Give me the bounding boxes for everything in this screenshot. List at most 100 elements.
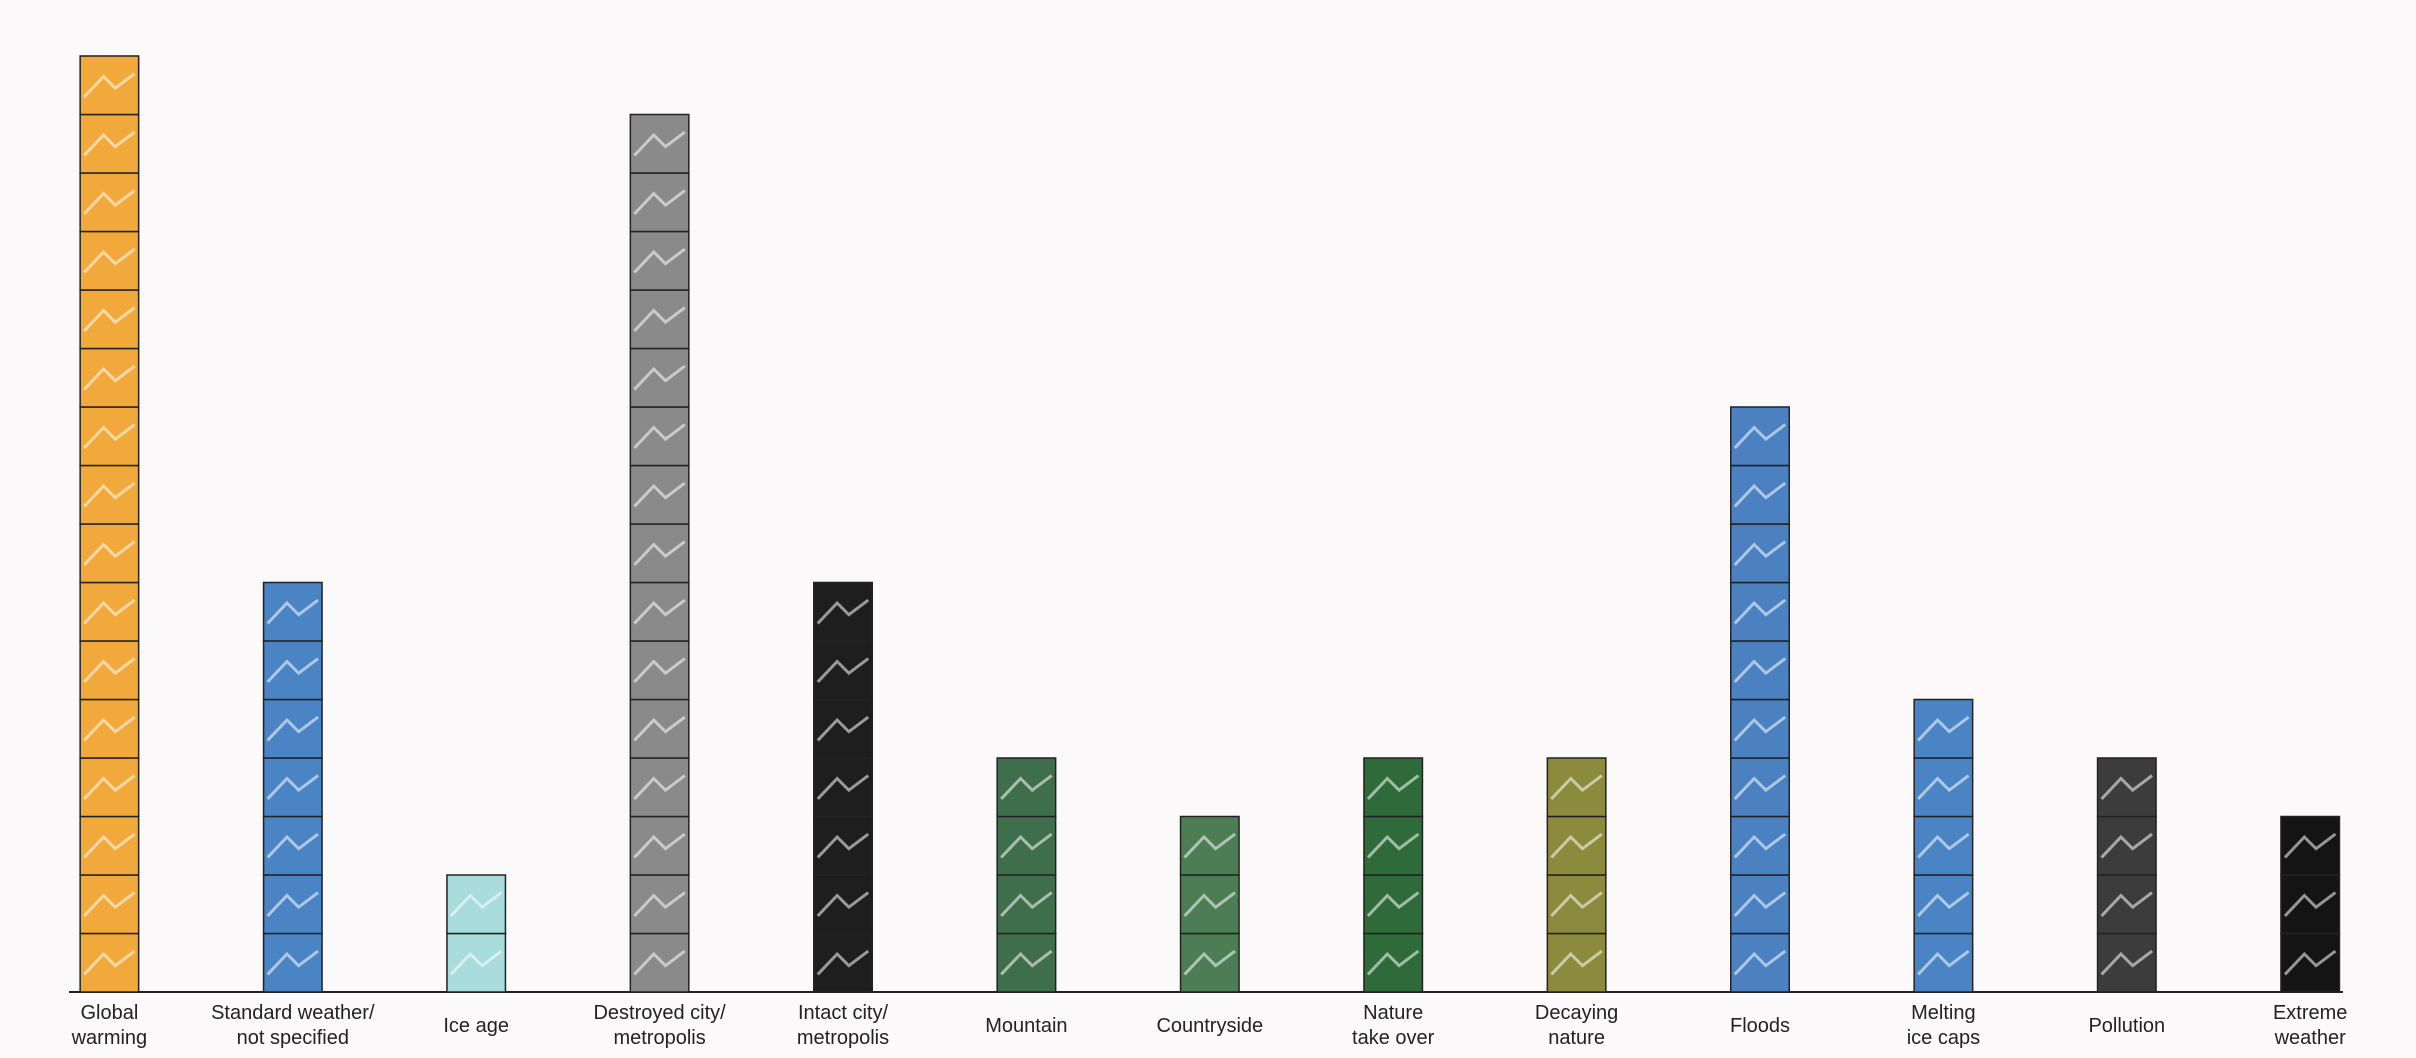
icon-unit <box>1179 874 1240 935</box>
icon-unit <box>79 932 140 993</box>
icon-detail <box>816 774 870 800</box>
icon-detail <box>83 481 136 508</box>
icon-detail <box>1000 891 1053 917</box>
icon-unit <box>2096 932 2157 993</box>
icon-detail <box>1366 832 1420 859</box>
icon-detail <box>2283 949 2337 976</box>
icon-unit <box>813 757 873 818</box>
icon-detail <box>83 598 136 625</box>
icon-detail <box>83 774 136 800</box>
icon-detail <box>1183 949 1236 976</box>
icon-detail <box>1917 715 1970 742</box>
icon-unit <box>2096 874 2157 935</box>
icon-detail <box>633 774 686 800</box>
icon-detail <box>83 189 136 215</box>
icon-unit <box>813 874 873 935</box>
icon-detail <box>266 774 319 800</box>
icon-unit <box>262 932 323 993</box>
icon-column <box>996 757 1057 993</box>
icon-unit <box>79 815 140 876</box>
icon-detail <box>1000 949 1053 976</box>
icon-unit <box>629 932 690 993</box>
icon-detail <box>1366 949 1420 976</box>
icon-unit <box>629 347 690 408</box>
icon-unit <box>1730 757 1790 818</box>
icon-detail <box>633 247 686 274</box>
icon-column <box>446 874 507 993</box>
icon-detail <box>2100 891 2153 917</box>
icon-unit <box>1179 932 1240 993</box>
icon-detail <box>83 891 136 917</box>
icon-detail <box>266 657 319 683</box>
icon-unit <box>629 172 690 233</box>
icon-detail <box>83 949 136 976</box>
icon-unit <box>79 230 140 291</box>
icon-detail <box>633 364 686 391</box>
icon-unit <box>629 640 690 701</box>
icon-unit <box>813 815 873 876</box>
icon-column <box>1546 757 1607 993</box>
icon-unit <box>1913 815 1974 876</box>
icon-detail <box>1733 774 1787 800</box>
icon-unit <box>2280 874 2341 935</box>
icon-unit <box>629 289 690 350</box>
x-tick-label: Melting ice caps <box>1906 1002 1981 1049</box>
icon-detail <box>266 715 319 742</box>
icon-detail <box>266 598 319 625</box>
icon-unit <box>629 815 690 876</box>
icon-detail <box>1917 891 1970 917</box>
icon-column <box>262 581 323 993</box>
icon-detail <box>816 598 870 625</box>
icon-unit <box>446 932 507 993</box>
icon-detail <box>449 949 503 976</box>
icon-unit <box>79 523 140 584</box>
icon-detail <box>1917 832 1970 859</box>
icon-detail <box>1917 949 1970 976</box>
icon-column <box>813 581 873 993</box>
icon-unit <box>996 932 1057 993</box>
icon-unit <box>629 757 690 818</box>
icon-unit <box>2096 757 2157 818</box>
icon-detail <box>1183 891 1236 917</box>
icon-column <box>1913 698 1974 993</box>
icon-unit <box>1546 815 1607 876</box>
x-tick-label: Standard weather/ not specified <box>211 1002 375 1049</box>
icon-unit <box>79 172 140 233</box>
icon-unit <box>1179 815 1240 876</box>
icon-detail <box>1917 774 1970 800</box>
icon-unit <box>79 640 140 701</box>
icon-detail <box>1733 949 1787 976</box>
icon-unit <box>629 523 690 584</box>
icon-unit <box>262 581 323 642</box>
icon-detail <box>633 540 686 566</box>
icon-detail <box>633 598 686 625</box>
icon-unit <box>79 289 140 350</box>
icon-unit <box>2280 815 2341 876</box>
icon-unit <box>1730 698 1790 759</box>
icon-column <box>79 55 140 993</box>
icon-unit <box>79 55 140 116</box>
icon-detail <box>1733 657 1787 683</box>
icon-detail <box>1000 774 1053 800</box>
icon-detail <box>83 364 136 391</box>
icon-detail <box>83 657 136 683</box>
icon-unit <box>1730 523 1790 584</box>
icon-detail <box>2283 891 2337 917</box>
icon-detail <box>83 715 136 742</box>
icon-detail <box>83 540 136 566</box>
icon-unit <box>79 698 140 759</box>
icon-detail <box>1733 715 1787 742</box>
icon-column <box>629 113 690 993</box>
icon-column <box>1363 757 1424 993</box>
icon-detail <box>266 891 319 917</box>
icon-detail <box>1733 481 1787 508</box>
icon-detail <box>633 423 686 449</box>
icon-detail <box>266 832 319 859</box>
icon-unit <box>996 757 1057 818</box>
icon-detail <box>1733 540 1787 566</box>
icon-unit <box>813 698 873 759</box>
icon-unit <box>1363 874 1424 935</box>
icon-detail <box>266 949 319 976</box>
icon-detail <box>83 423 136 449</box>
